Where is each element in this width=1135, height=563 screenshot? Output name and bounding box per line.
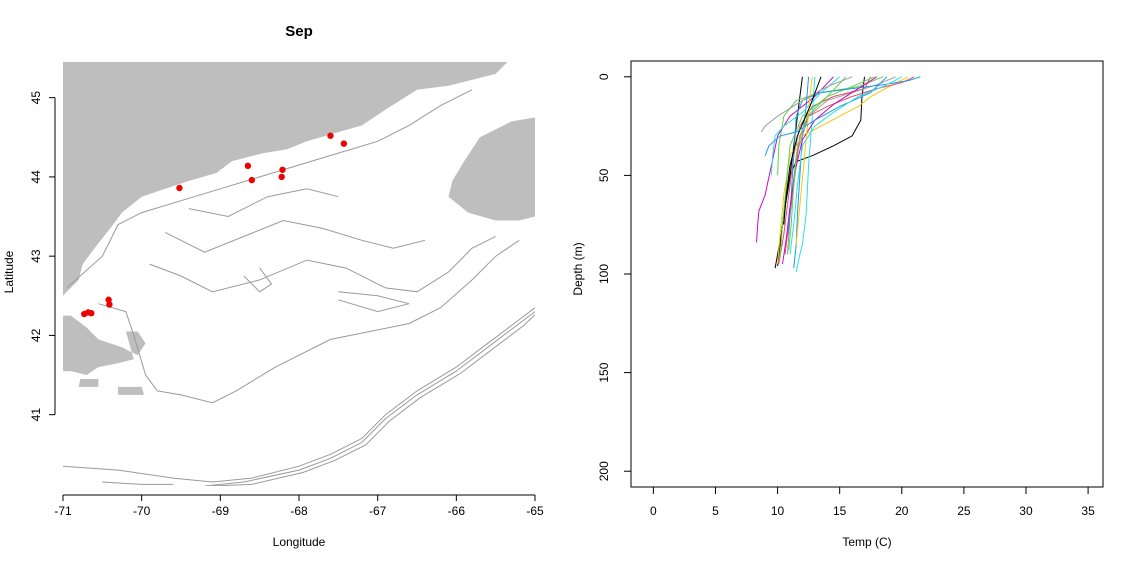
- map-x-axis: -71 -70 -69 -68 -67 -66 -65: [54, 494, 544, 518]
- profile-y-axis-label: Depth (m): [571, 242, 585, 295]
- bathymetry-contour: [165, 219, 426, 253]
- temperature-profile-line: [779, 76, 875, 259]
- map-y-tick-label: 45: [29, 91, 43, 105]
- bathymetry-contour: [188, 188, 339, 218]
- bathymetry-contour: [149, 235, 496, 293]
- profile-lines: [756, 76, 921, 273]
- temperature-profile-line: [788, 76, 847, 251]
- map-y-tick-label: 44: [29, 170, 43, 184]
- station-point: [278, 173, 285, 181]
- map-y-axis: 41 42 43 44 45: [29, 91, 56, 422]
- map-y-tick-label: 42: [29, 328, 43, 342]
- land-polygon: [63, 62, 508, 296]
- land-polygon: [78, 379, 99, 387]
- temperature-profile-line: [789, 76, 903, 255]
- bathymetry-contour: [63, 307, 535, 483]
- temperature-profile-line: [764, 76, 888, 156]
- profile-x-tick-label: 25: [957, 504, 971, 518]
- profile-x-tick-label: 15: [833, 504, 847, 518]
- map-y-tick-label: 41: [29, 408, 43, 422]
- map-x-tick-label: -70: [133, 504, 151, 518]
- bathymetry-contour: [66, 89, 473, 289]
- map-x-axis-label: Longitude: [273, 535, 326, 549]
- profile-x-tick-label: 20: [895, 504, 909, 518]
- map-x-tick-label: -68: [290, 504, 308, 518]
- map-y-tick-label: 43: [29, 249, 43, 263]
- station-point: [106, 301, 113, 308]
- bathymetry-contour: [212, 314, 535, 486]
- map-y-axis-label: Latitude: [2, 250, 16, 293]
- station-point: [248, 176, 255, 184]
- station-point: [176, 184, 183, 192]
- profile-y-tick-label: 200: [597, 461, 611, 481]
- map-points: [81, 132, 348, 318]
- land-polygon: [448, 117, 535, 221]
- station-point: [88, 310, 95, 317]
- temperature-profile-line: [782, 76, 878, 265]
- temperature-profile-line: [770, 76, 841, 176]
- temperature-profile-line: [783, 76, 822, 225]
- profile-x-tick-label: 10: [771, 504, 785, 518]
- map-land: [63, 62, 535, 395]
- station-point: [244, 162, 252, 170]
- profile-y-tick-label: 100: [597, 264, 611, 284]
- station-point: [327, 132, 334, 139]
- temperature-profile-line: [777, 76, 909, 265]
- map-x-tick-label: -69: [212, 504, 230, 518]
- profile-panel: 0 5 10 15 20 25 30 35 0 50 100 150 200 Temp (C) Dep…: [571, 60, 1104, 549]
- temperature-profile-line: [760, 76, 853, 133]
- temperature-profile-line: [793, 76, 810, 269]
- temperature-profile-line: [777, 76, 884, 176]
- temperature-profile-line: [795, 76, 813, 245]
- station-point: [105, 296, 112, 303]
- profile-x-axis-label: Temp (C): [842, 535, 891, 549]
- temperature-profile-line: [756, 76, 834, 243]
- map-x-tick-label: -67: [369, 504, 387, 518]
- station-point: [279, 166, 286, 173]
- map-panel: Sep -71 -70 -69 -68 -67 -66 -65 41 42 43 44 45 Lon…: [2, 23, 544, 549]
- bathymetry-contour: [338, 291, 410, 313]
- profile-x-tick-label: 35: [1081, 504, 1095, 518]
- profile-y-tick-label: 150: [597, 362, 611, 382]
- map-contours: [63, 89, 535, 486]
- temperature-profile-line: [777, 76, 803, 267]
- temperature-profile-line: [784, 76, 915, 255]
- map-x-tick-label: -65: [526, 504, 544, 518]
- station-point: [340, 140, 348, 147]
- temperature-profile-line: [795, 76, 816, 273]
- bathymetry-contour: [243, 267, 273, 293]
- land-polygon: [63, 315, 146, 375]
- profile-plot-frame: [630, 60, 1104, 488]
- profile-x-tick-label: 0: [650, 504, 657, 518]
- map-title: Sep: [285, 23, 313, 40]
- bathymetry-contour: [102, 481, 174, 485]
- bathymetry-contour: [98, 239, 520, 404]
- bathymetry-contour: [204, 311, 535, 486]
- map-x-tick-label: -71: [54, 504, 72, 518]
- temperature-profile-line: [788, 76, 921, 235]
- profile-y-tick-label: 50: [597, 168, 611, 182]
- profile-y-tick-label: 0: [597, 73, 611, 80]
- profile-x-axis: 0 5 10 15 20 25 30 35: [650, 486, 1095, 518]
- profile-x-tick-label: 5: [712, 504, 719, 518]
- land-polygon: [118, 386, 144, 395]
- profile-x-tick-label: 30: [1019, 504, 1033, 518]
- profile-y-axis: 0 50 100 150 200: [597, 73, 632, 481]
- map-x-tick-label: -66: [448, 504, 466, 518]
